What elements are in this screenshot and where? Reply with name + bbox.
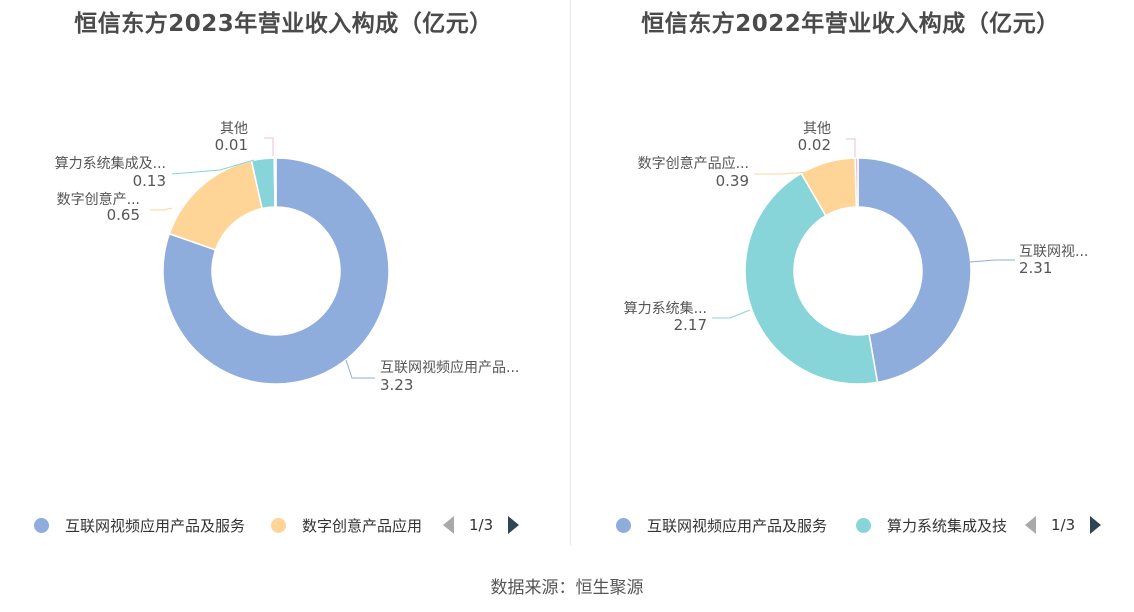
donut-chart-2022: 互联网视...2.31 算力系统集...2.17 数字创意产品应...0.39 其他0…: [624, 121, 1088, 385]
label-leader-line: [846, 138, 856, 157]
legend-item[interactable]: 互联网视频应用产品及服务: [34, 512, 245, 538]
legend-item[interactable]: 数字创意产品应用: [271, 512, 422, 538]
label-leader-line: [345, 359, 375, 379]
legend: 互联网视频应用产品及服务 算力系统集成及技 1/3: [567, 512, 1134, 538]
label-leader-line: [754, 171, 809, 175]
legend-dot: [271, 517, 286, 533]
slice-value-label: 2.31: [1019, 259, 1052, 277]
legend-label: 互联网视频应用产品及服务: [647, 516, 828, 535]
slice-label: 互联网视频应用产品...: [380, 359, 519, 376]
chart-panel-2023: 恒信东方2023年营业收入构成（亿元） 互联网视频应用产品... 3.23 数字创意…: [0, 0, 567, 545]
slice-value-label: 0.65: [107, 206, 140, 224]
legend-item[interactable]: 算力系统集成及技: [856, 512, 1007, 538]
slice-value-label: 3.23: [380, 376, 413, 394]
slice-label: 数字创意产品应...: [638, 155, 749, 172]
legend-page-indicator: 1/3: [469, 516, 494, 534]
slice-value-label: 0.02: [798, 136, 831, 154]
legend-pager: 1/3: [1025, 512, 1102, 538]
legend-dot: [34, 517, 49, 533]
label-leader-line: [150, 207, 173, 211]
slice-value-label: 0.13: [133, 172, 166, 190]
slice-value-label: 0.01: [215, 136, 248, 154]
pie-slice[interactable]: [273, 157, 277, 208]
slice-label: 其他: [220, 121, 248, 137]
slice-value-label: 0.39: [716, 172, 749, 190]
legend-label: 互联网视频应用产品及服务: [65, 516, 246, 535]
pie-slice[interactable]: [857, 157, 972, 384]
legend-pager: 1/3: [443, 512, 520, 538]
prev-page-icon[interactable]: [1025, 516, 1036, 534]
panel-divider: [570, 0, 571, 545]
legend-dot: [616, 517, 631, 533]
slice-label: 数字创意产...: [57, 191, 140, 208]
data-source: 数据来源：恒生聚源: [490, 578, 644, 598]
slice-label: 算力系统集...: [624, 300, 707, 317]
pie-slice[interactable]: [168, 159, 264, 251]
legend-item[interactable]: 互联网视频应用产品及服务: [616, 512, 827, 538]
donut-chart-2023: 互联网视频应用产品...3.23数字创意产...0.65算力系统集成及...0.…: [55, 121, 520, 394]
label-leader-line: [171, 159, 255, 175]
legend-label: 算力系统集成及技: [887, 516, 1008, 535]
pie-slice[interactable]: [854, 157, 859, 208]
chart-title: 恒信东方2022年营业收入构成（亿元）: [641, 11, 1060, 37]
slice-label: 互联网视...: [1019, 244, 1088, 260]
next-page-icon[interactable]: [508, 516, 520, 534]
slice-value-label: 2.17: [674, 316, 707, 334]
slice-label: 算力系统集成及...: [55, 155, 166, 172]
prev-page-icon[interactable]: [443, 516, 454, 534]
legend: 互联网视频应用产品及服务 数字创意产品应用 1/3: [0, 512, 567, 538]
label-leader-line: [712, 309, 751, 319]
legend-page-indicator: 1/3: [1051, 516, 1076, 534]
pie-slice[interactable]: [744, 172, 879, 385]
slice-label: 其他: [803, 121, 831, 137]
legend-label: 数字创意产品应用: [302, 516, 423, 535]
label-leader-line: [264, 137, 274, 156]
pie-slice[interactable]: [162, 157, 390, 385]
chart-title: 恒信东方2023年营业收入构成（亿元）: [74, 11, 493, 37]
chart-panel-2022: 恒信东方2022年营业收入构成（亿元） 互联网视... 2.31 算力系统集... 2…: [567, 0, 1134, 545]
next-page-icon[interactable]: [1090, 516, 1102, 534]
label-leader-line: [969, 259, 1015, 263]
legend-dot: [856, 517, 871, 533]
